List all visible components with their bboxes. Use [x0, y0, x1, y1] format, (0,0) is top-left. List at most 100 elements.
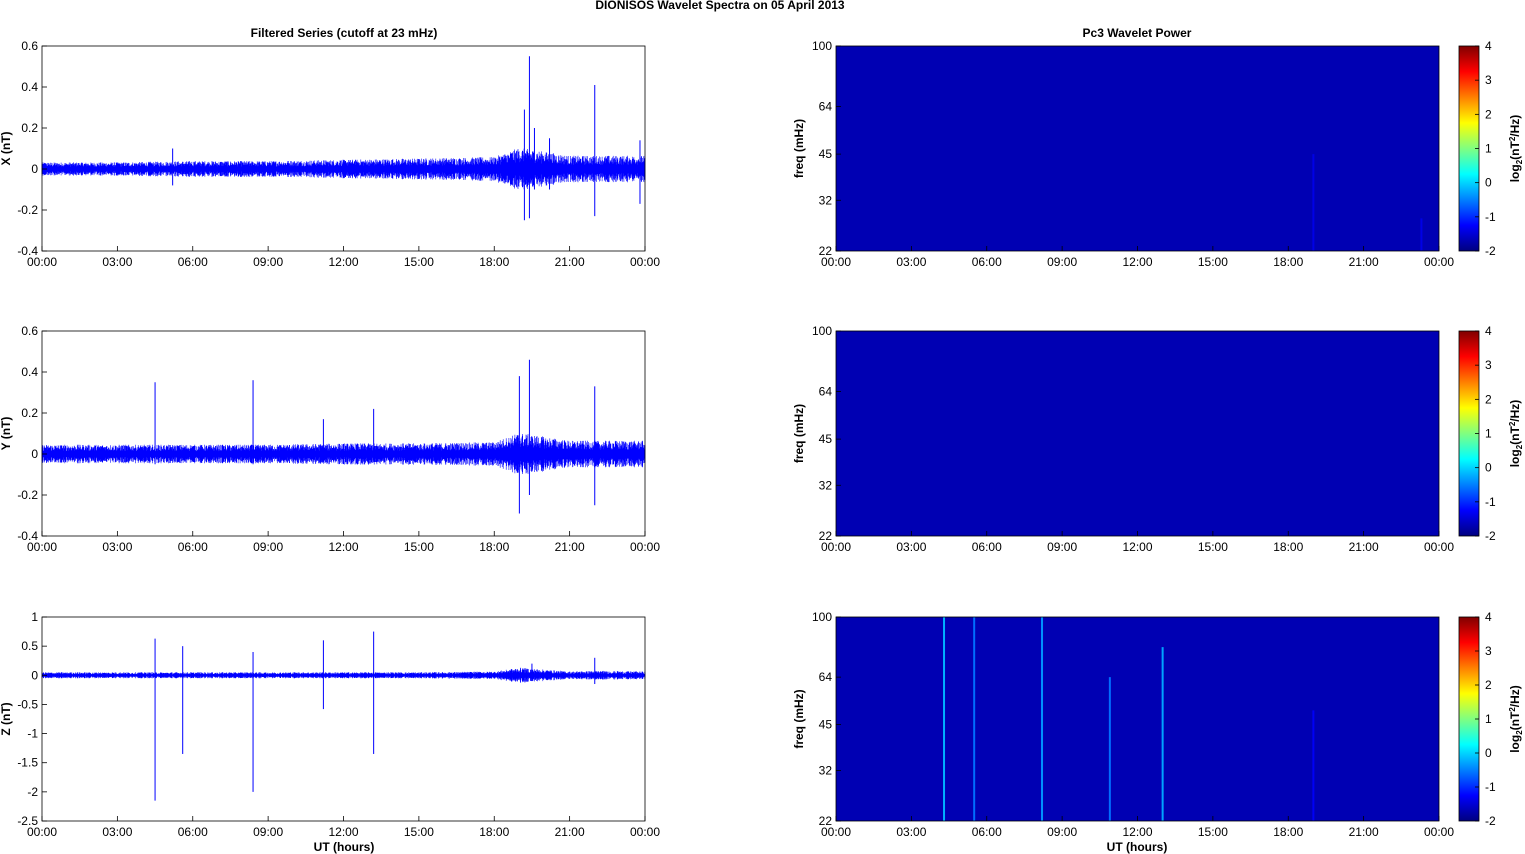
y-tick-label: 0.4 — [21, 80, 38, 94]
x-tick-label: 09:00 — [1047, 540, 1077, 554]
left-column-title: Filtered Series (cutoff at 23 mHz) — [251, 26, 438, 40]
y-tick-label: 0 — [31, 447, 38, 461]
x-tick-label: 12:00 — [328, 825, 358, 839]
x-tick-label: 15:00 — [404, 540, 434, 554]
colorbar-tick-label: -2 — [1485, 529, 1496, 543]
x-tick-label: 09:00 — [253, 825, 283, 839]
y-tick-label: 0.2 — [21, 121, 38, 135]
x-tick-label: 00:00 — [630, 825, 660, 839]
y-tick-label: -2 — [27, 785, 38, 799]
y-tick-label: 32 — [819, 478, 833, 492]
x-tick-label: 18:00 — [479, 825, 509, 839]
colorbar-tick-label: 0 — [1485, 746, 1492, 760]
x-tick-label: 00:00 — [821, 255, 851, 269]
x-tick-label: 06:00 — [972, 825, 1002, 839]
y-tick-label: 0 — [31, 668, 38, 682]
colorbar-tick-label: 1 — [1485, 427, 1492, 441]
colorbar-tick-label: 4 — [1485, 324, 1492, 338]
x-tick-label: 00:00 — [630, 255, 660, 269]
x-tick-label: 03:00 — [102, 255, 132, 269]
colorbar-tick-label: 3 — [1485, 358, 1492, 372]
x-tick-label: 21:00 — [1349, 540, 1379, 554]
colorbar-tick-label: 3 — [1485, 73, 1492, 87]
x-tick-label: 00:00 — [27, 825, 57, 839]
x-tick-label: 18:00 — [479, 255, 509, 269]
plot-area — [42, 46, 645, 251]
y-tick-label: 0.5 — [21, 639, 38, 653]
x-tick-label: 06:00 — [178, 825, 208, 839]
y-tick-label: 64 — [819, 384, 833, 398]
x-tick-label: 06:00 — [178, 255, 208, 269]
x-tick-label: 21:00 — [1349, 825, 1379, 839]
x-tick-label: 06:00 — [972, 540, 1002, 554]
x-tick-label: 09:00 — [253, 540, 283, 554]
y-tick-label: -0.2 — [17, 488, 38, 502]
x-series-panel: 0.6 0.4 0.2 0 -0.2 -0.4 X (nT) 00:00 03:00 06:00 0… — [0, 39, 660, 269]
y-tick-label: 100 — [812, 324, 832, 338]
x-tick-label: 00:00 — [27, 255, 57, 269]
x-tick-label: 09:00 — [1047, 255, 1077, 269]
y-tick-label: 0.6 — [21, 324, 38, 338]
x-tick-label: 12:00 — [1122, 540, 1152, 554]
y-tick-label: 0.2 — [21, 406, 38, 420]
x-tick-label: 03:00 — [896, 255, 926, 269]
y-series-panel: 0.6 0.4 0.2 0 -0.2 -0.4 Y (nT) 00:00 03:00 06:00 0… — [0, 324, 660, 554]
y-tick-label: 100 — [812, 610, 832, 624]
y-tick-label: 45 — [819, 718, 833, 732]
colorbar-tick-label: -2 — [1485, 814, 1496, 828]
colorbar-tick-label: 3 — [1485, 644, 1492, 658]
y-tick-label: 64 — [819, 670, 833, 684]
y-tick-label: -0.4 — [17, 529, 38, 543]
x-tick-label: 12:00 — [328, 540, 358, 554]
y-tick-label: -1.5 — [17, 756, 38, 770]
x-tick-label: 15:00 — [404, 825, 434, 839]
y-tick-label: 1 — [31, 610, 38, 624]
colorbar-tick-label: 1 — [1485, 142, 1492, 156]
colorbar-tick-label: 0 — [1485, 461, 1492, 475]
x-tick-label: 03:00 — [102, 825, 132, 839]
x-tick-label: 15:00 — [1198, 540, 1228, 554]
spectrogram-background — [836, 617, 1439, 821]
colorbar-tick-label: -1 — [1485, 495, 1496, 509]
x-axis-label-right: UT (hours) — [1107, 840, 1168, 854]
y-tick-label: 0.4 — [21, 365, 38, 379]
x-tick-label: 12:00 — [328, 255, 358, 269]
y-axis-label: freq (mHz) — [792, 404, 806, 463]
x-tick-label: 06:00 — [972, 255, 1002, 269]
x-tick-label: 18:00 — [1273, 540, 1303, 554]
x-tick-label: 21:00 — [555, 540, 585, 554]
y-axis-label: X (nT) — [0, 132, 13, 166]
x-tick-label: 21:00 — [555, 825, 585, 839]
y-tick-label: 45 — [819, 147, 833, 161]
spectrogram-background — [836, 331, 1439, 536]
x-tick-label: 00:00 — [1424, 255, 1454, 269]
colorbar-tick-label: 2 — [1485, 678, 1492, 692]
y-tick-label: 100 — [812, 39, 832, 53]
x-tick-label: 15:00 — [1198, 825, 1228, 839]
x-tick-label: 12:00 — [1122, 255, 1152, 269]
y-tick-label: -0.5 — [17, 697, 38, 711]
x-tick-label: 00:00 — [1424, 825, 1454, 839]
x-tick-label: 03:00 — [896, 540, 926, 554]
y-tick-label: -0.2 — [17, 203, 38, 217]
plot-area — [42, 617, 645, 821]
colorbar-label: log2(nT2/Hz) — [1508, 685, 1524, 753]
x-tick-label: 00:00 — [630, 540, 660, 554]
figure-suptitle: DIONISOS Wavelet Spectra on 05 April 201… — [595, 0, 845, 12]
y-tick-label: 45 — [819, 432, 833, 446]
x-tick-label: 00:00 — [821, 540, 851, 554]
y-tick-label: 32 — [819, 193, 833, 207]
y-tick-label: 22 — [819, 244, 833, 258]
x-tick-label: 09:00 — [253, 255, 283, 269]
y-axis-label: freq (mHz) — [792, 689, 806, 748]
x-tick-label: 00:00 — [1424, 540, 1454, 554]
y-axis-label: Z (nT) — [0, 702, 13, 735]
x-tick-label: 00:00 — [27, 540, 57, 554]
z-series-panel: 1 0.5 0 -0.5 -1 -1.5 -2 -2.5 Z (nT) 00:00 03:00 06:… — [0, 610, 660, 839]
y-tick-label: 64 — [819, 99, 833, 113]
x-tick-label: 15:00 — [1198, 255, 1228, 269]
x-tick-label: 12:00 — [1122, 825, 1152, 839]
